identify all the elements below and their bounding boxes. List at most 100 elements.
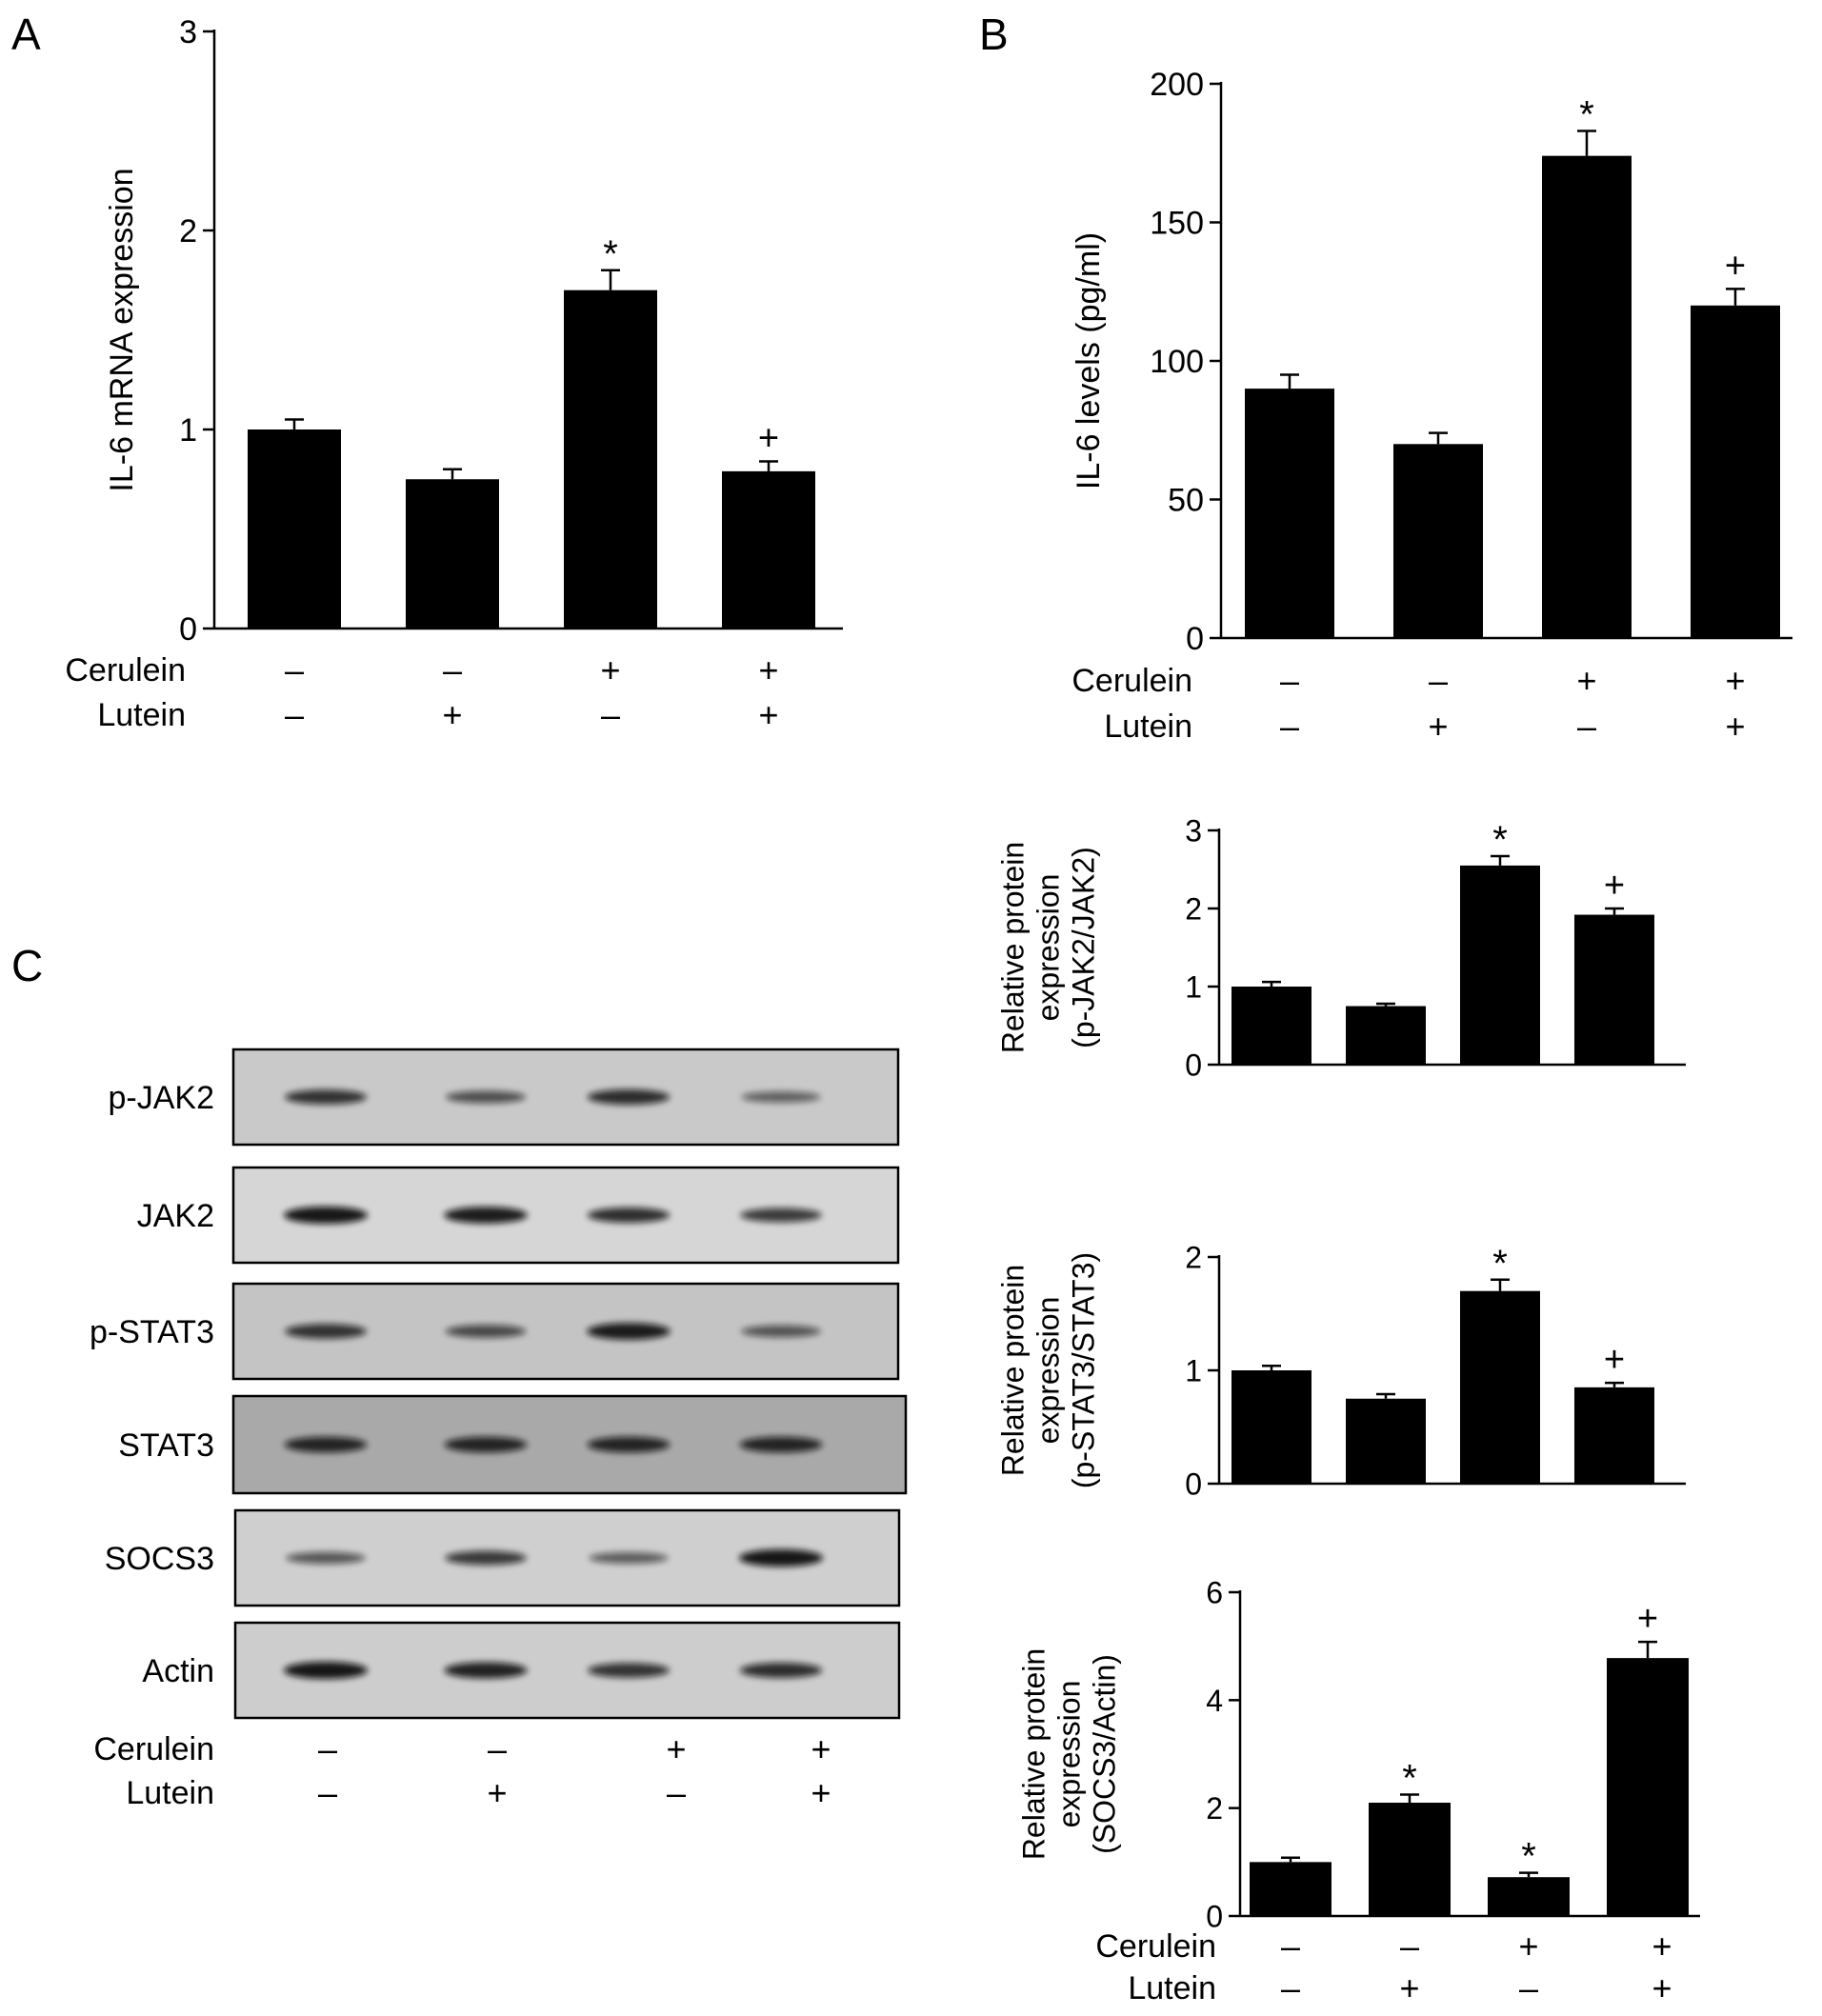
significance-asterisk: *: [1521, 1836, 1536, 1878]
blot-strip-label: p-JAK2: [109, 1080, 215, 1116]
y-axis-title: (p-STAT3/STAT3): [1066, 1252, 1100, 1488]
y-axis-title: expression: [1031, 874, 1065, 1022]
blot-strip-actin: Actin: [142, 1621, 901, 1720]
row-label-lutein: Lutein: [126, 1775, 214, 1811]
y-tick-label: 1: [1185, 970, 1202, 1005]
blot-strip-label: JAK2: [137, 1198, 214, 1234]
treatment-plus: +: [1518, 1926, 1538, 1966]
blot-band: [739, 1663, 823, 1678]
chart-A: 0 1 2 3 IL-6 mRNA expression * +: [104, 14, 843, 648]
treatment-minus: –: [285, 695, 304, 734]
bar: [1460, 865, 1540, 1065]
blot-band: [741, 1325, 821, 1338]
panel-label-a: A: [11, 10, 41, 59]
bar: [1231, 987, 1311, 1065]
blot-band: [445, 1325, 527, 1338]
y-tick-label: 200: [1150, 67, 1204, 103]
y-axis-title: Relative protein: [996, 842, 1031, 1053]
bar: [1393, 444, 1483, 638]
y-axis-title: (SOCS3/Actin): [1087, 1654, 1121, 1854]
bar: [1574, 914, 1654, 1065]
y-axis-title: (p-JAK2/JAK2): [1066, 847, 1100, 1048]
y-tick-label: 2: [179, 213, 197, 250]
treatment-plus: +: [1576, 661, 1596, 700]
row-label-cerulein: Cerulein: [1071, 663, 1192, 699]
blot-strip-label: p-STAT3: [90, 1314, 214, 1350]
blot-strip-p-jak2: p-JAK2: [109, 1048, 900, 1147]
blot-band: [588, 1663, 670, 1678]
treatment-minus: –: [1400, 1926, 1419, 1966]
blot-band: [741, 1091, 821, 1103]
blot-band: [446, 1090, 526, 1104]
blot-band: [587, 1436, 671, 1453]
row-label-lutein: Lutein: [97, 697, 186, 733]
chart-B: 0 50 100 150 200 IL-6 levels (pg/ml) * +: [1071, 67, 1792, 657]
y-tick-label: 0: [1185, 1048, 1202, 1083]
blot-band: [444, 1207, 528, 1224]
y-tick-label: 3: [179, 14, 197, 50]
blot-band: [587, 1089, 671, 1105]
treatment-minus: –: [488, 1729, 507, 1768]
treatment-plus: +: [666, 1729, 686, 1768]
western-blot-panel: p-JAK2 JAK2 p-STAT3 STAT3 SOCS3 Actin: [90, 1048, 908, 1720]
treatment-minus: –: [443, 650, 462, 689]
panel-label-c: C: [11, 941, 43, 990]
row-label-cerulein: Cerulein: [93, 1731, 214, 1767]
y-tick-label: 0: [179, 611, 197, 648]
treatment-minus: –: [285, 650, 304, 689]
y-tick-label: 50: [1168, 483, 1204, 519]
y-tick-label: 2: [1185, 892, 1202, 927]
bar: [406, 479, 499, 629]
blot-band: [740, 1208, 822, 1223]
blot-band: [587, 1323, 671, 1340]
treatment-minus: –: [667, 1773, 686, 1812]
treatment-plus: +: [758, 650, 778, 689]
blot-band: [284, 1662, 368, 1679]
treatment-plus: +: [1652, 1968, 1672, 2007]
treatment-minus: –: [318, 1773, 337, 1812]
blot-band: [587, 1208, 671, 1223]
significance-plus: +: [1604, 866, 1625, 906]
bar: [248, 429, 341, 629]
bar: [1574, 1387, 1654, 1484]
blot-band: [284, 1207, 368, 1224]
blot-band: [444, 1662, 528, 1679]
treatment-plus: +: [1652, 1926, 1672, 1966]
blot-strip-p-stat3: p-STAT3: [90, 1282, 900, 1381]
treatment-minus: –: [1577, 707, 1596, 746]
significance-plus: +: [758, 418, 779, 458]
y-axis-title: Relative protein: [1017, 1648, 1051, 1860]
significance-asterisk: *: [1492, 1243, 1508, 1285]
blot-band: [739, 1549, 823, 1567]
blot-strip-label: STAT3: [118, 1427, 214, 1464]
treatment-rows-1: Cerulein – – + + Lutein – + – +: [65, 650, 778, 734]
treatment-minus: –: [1281, 1968, 1300, 2007]
blot-band: [445, 1550, 527, 1566]
y-tick-label: 1: [1185, 1354, 1202, 1388]
treatment-plus: +: [1725, 707, 1745, 746]
blot-band: [285, 1089, 367, 1105]
y-axis-title: IL-6 levels (pg/ml): [1071, 232, 1107, 489]
blot-strip-stat3: STAT3: [118, 1394, 908, 1495]
bar: [1488, 1877, 1570, 1916]
blot-band: [284, 1436, 368, 1453]
treatment-plus: +: [1399, 1968, 1419, 2007]
treatment-rows-4: Cerulein – – + +Lutein – + – +: [1095, 1926, 1672, 2007]
treatment-rows-3: Cerulein – – + + Lutein – + – +: [93, 1729, 831, 1812]
treatment-minus: –: [1280, 707, 1299, 746]
bar: [1346, 1398, 1426, 1484]
y-tick-label: 2: [1185, 1241, 1202, 1275]
treatment-plus: +: [811, 1729, 831, 1768]
bar: [1250, 1862, 1331, 1916]
significance-plus: +: [1725, 246, 1746, 286]
blot-strip-label: SOCS3: [105, 1541, 214, 1577]
significance-asterisk: *: [1492, 819, 1508, 861]
y-axis-title: expression: [1051, 1681, 1086, 1828]
y-tick-label: 150: [1150, 206, 1204, 242]
y-axis-title: Relative protein: [996, 1265, 1031, 1476]
blot-strip-socs3: SOCS3: [105, 1508, 901, 1607]
treatment-plus: +: [758, 695, 778, 734]
y-tick-label: 100: [1150, 344, 1204, 380]
bar: [1369, 1803, 1451, 1916]
bar: [1346, 1006, 1426, 1065]
